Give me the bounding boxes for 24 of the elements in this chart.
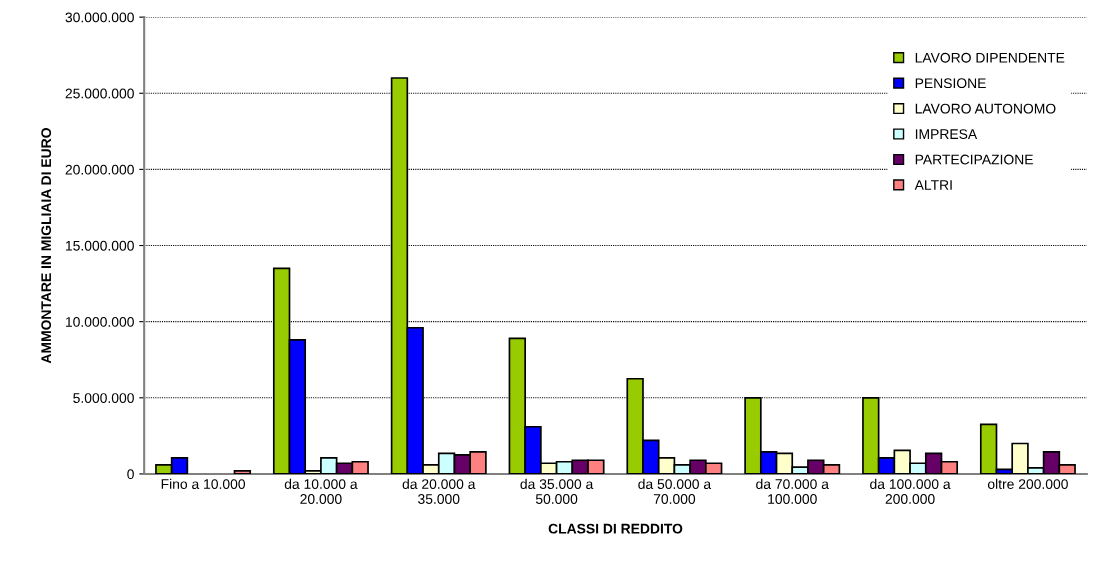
bar [233, 470, 252, 474]
x-tick-label: da 70.000 a 100.000 [756, 478, 829, 504]
legend-label: ALTRI [914, 180, 952, 190]
y-tick-label: 10.000.000 [66, 317, 134, 327]
x-tick-label: Fino a 10.000 [161, 478, 246, 489]
legend-label: PENSIONE [915, 78, 986, 89]
legend-label: IMPRESA [915, 129, 978, 140]
x-tick-label: da 10.000 a 20.000 [284, 478, 358, 504]
legend-label: LAVORO DIPENDENTE [915, 52, 1065, 63]
y-axis-title: AMMONTARE IN MIGLIAIA DI EURO [41, 128, 52, 364]
y-tick-label: 15.000.000 [66, 240, 134, 251]
x-axis-title: CLASSI DI REDDITO [548, 523, 683, 534]
legend-label: LAVORO AUTONOMO [915, 103, 1056, 114]
y-tick-label: 25.000.000 [65, 88, 134, 99]
legend-label: PARTECIPAZIONE [915, 154, 1033, 165]
y-tick-label: 20.000.000 [65, 164, 134, 175]
y-tick-label: 5.000.000 [73, 393, 134, 403]
x-tick-label: da 100.000 a 200.000 [870, 478, 951, 504]
y-tick-label: 30.000.000 [65, 12, 134, 23]
x-tick-label: da 35.000 a 50.000 [520, 478, 594, 504]
y-tick-label: 0 [127, 469, 134, 480]
x-tick-label: da 20.000 a 35.000 [402, 478, 476, 504]
x-tick-label: da 50.000 a 70.000 [638, 478, 712, 504]
x-tick-label: oltre 200.000 [987, 478, 1068, 489]
